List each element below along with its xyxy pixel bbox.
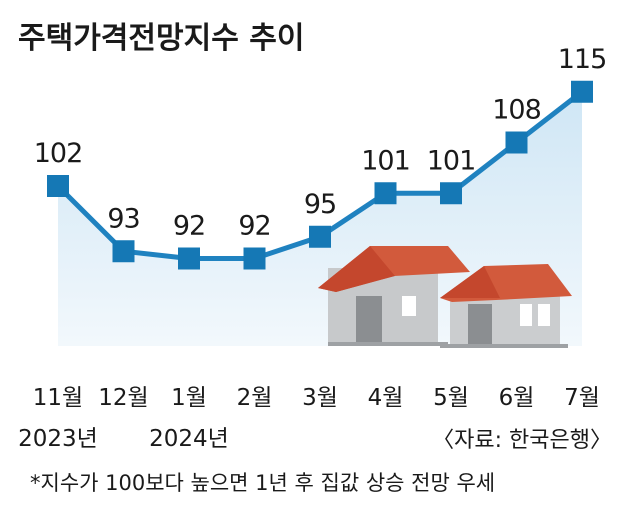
data-label: 92 [238, 211, 270, 242]
data-point [309, 225, 331, 248]
year-label: 2024년 [149, 426, 229, 452]
x-tick-label: 4월 [368, 385, 404, 411]
data-label: 101 [361, 145, 410, 176]
source-note: 〈자료: 한국은행〉 [432, 428, 612, 453]
data-label: 95 [304, 189, 336, 220]
series-area [58, 91, 582, 346]
data-point [374, 182, 397, 205]
data-point [440, 182, 462, 205]
data-point [505, 131, 528, 154]
data-point [178, 247, 200, 270]
x-tick-label: 2월 [237, 385, 273, 411]
data-point [112, 240, 135, 263]
footnote: *지수가 100보다 높으면 1년 후 집값 상승 전망 우세 [30, 471, 495, 495]
house-illustration [318, 246, 572, 348]
x-tick-label: 12월 [98, 385, 148, 411]
x-tick-label: 5월 [433, 385, 469, 411]
year-label: 2023년 [18, 426, 98, 452]
data-label: 92 [173, 211, 205, 242]
data-label: 102 [34, 138, 83, 169]
chart-area [58, 91, 582, 346]
x-tick-label: 1월 [171, 385, 207, 411]
data-label: 93 [107, 203, 139, 234]
x-tick-label: 6월 [499, 385, 535, 411]
chart-title: 주택가격전망지수 추이 [18, 21, 304, 56]
x-axis: 11월 12월 1월 2월 3월 4월 5월 6월 7월 2023년 2024년 [18, 385, 600, 452]
x-tick-label: 7월 [564, 385, 600, 411]
x-tick-label: 3월 [302, 385, 338, 411]
data-label: 101 [427, 145, 476, 176]
data-label: 108 [492, 95, 541, 126]
series-layer [47, 80, 593, 270]
data-point [571, 80, 593, 103]
x-tick-label: 11월 [33, 385, 83, 411]
data-label: 115 [558, 44, 607, 75]
data-point [243, 247, 266, 270]
label-layer: 102 93 92 92 95 101 101 108 115 [34, 44, 608, 242]
data-point [47, 175, 69, 197]
